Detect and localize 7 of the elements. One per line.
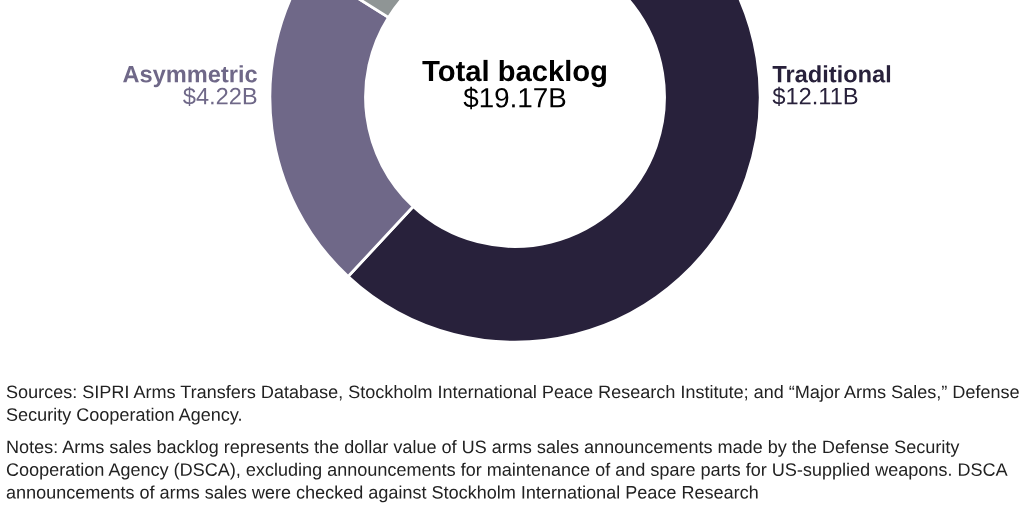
text: $19.17B (463, 86, 566, 110)
slice-label: Asymmetric (123, 65, 257, 88)
text: Notes: Arms sales backlog represents the dollar value of US arms sales announcements made by the Defense Security Cooperation Agency (DSCA), excluding announcements for maintenance of and spare parts for US-supplied weapons. DSCA announcements of arms sales were checked against Stockholm International Peace Research (6, 440, 1008, 503)
data-label: $4.22B (183, 86, 257, 106)
source-note: Sources: SIPRI Arms Transfers Database, Stockholm International Peace Research Institute; and “Major Arms Sales,” Defense Security Cooperation Agency. (6, 385, 1019, 425)
slice-label: Traditional (772, 65, 891, 83)
data-label: $12.11B (772, 86, 858, 106)
